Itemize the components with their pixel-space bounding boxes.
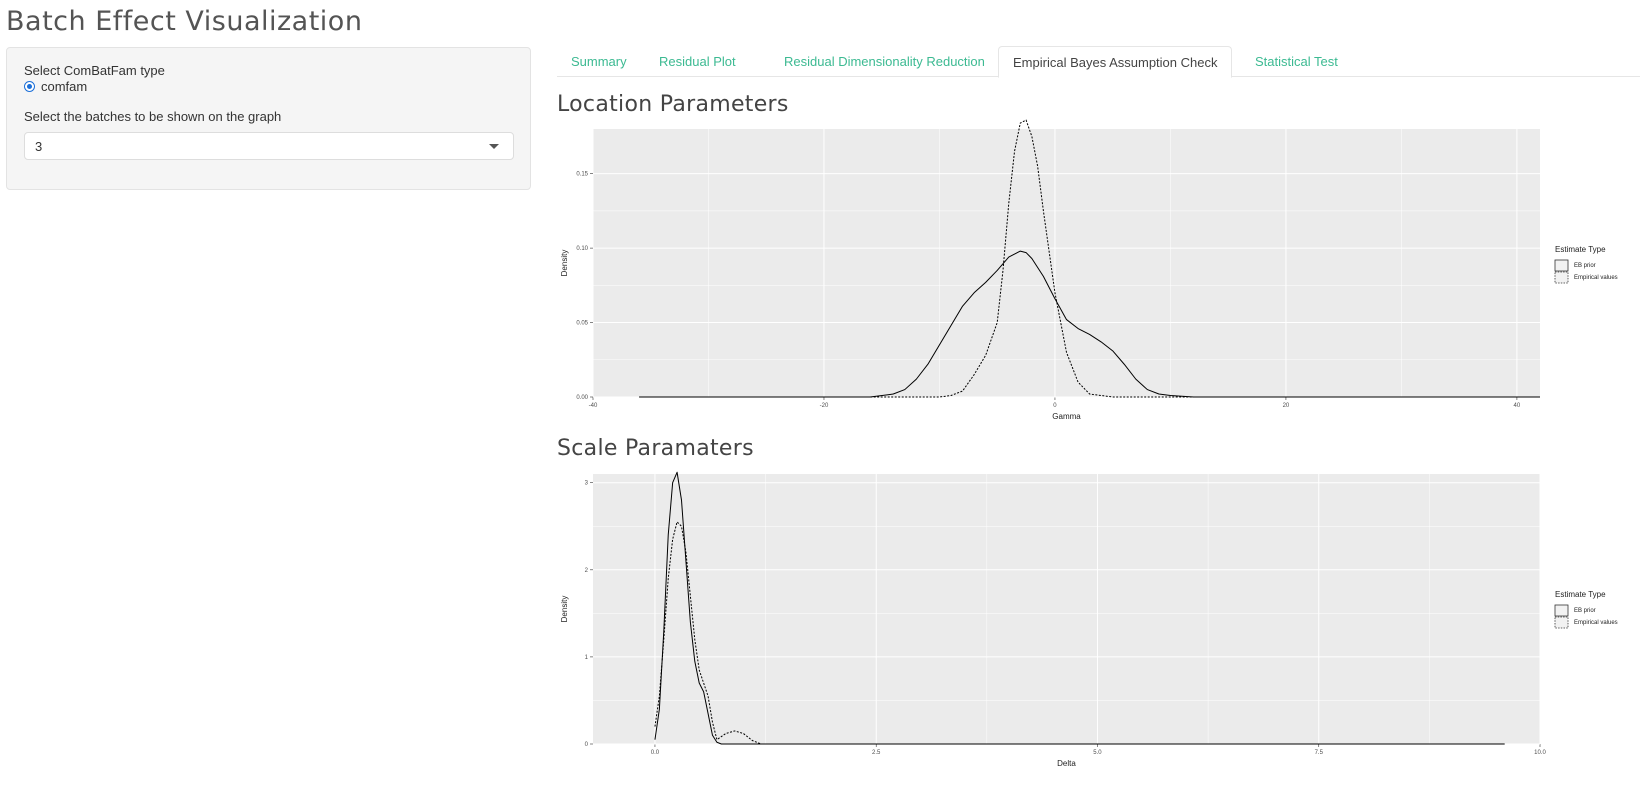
tab-residual-plot[interactable]: Residual Plot <box>659 54 736 69</box>
legend-label: EB prior <box>1574 263 1596 269</box>
y-axis-title: Density <box>560 250 569 277</box>
series-empirical-values-curve <box>654 521 1505 745</box>
legend-title: Estimate Type <box>1555 590 1606 599</box>
tab-statistical-test[interactable]: Statistical Test <box>1255 54 1338 69</box>
series-eb-prior-curve <box>654 471 1505 745</box>
legend-key-eb-prior <box>1554 604 1569 617</box>
y-tick-label: 0.10 <box>576 246 588 252</box>
legend-label: Empirical values <box>1574 275 1618 281</box>
y-tick-label: 0.00 <box>576 395 588 401</box>
x-tick-label: 2.5 <box>872 750 881 756</box>
tab-residual-dimensionality-reduction[interactable]: Residual Dimensionality Reduction <box>784 54 985 69</box>
radio-option-label: comfam <box>41 79 88 94</box>
x-tick-label: 10.0 <box>1534 750 1546 756</box>
x-axis-title: Delta <box>1057 759 1076 768</box>
y-tick-label: 0.05 <box>576 321 588 327</box>
batches-select-label: Select the batches to be shown on the gr… <box>24 109 282 124</box>
x-tick-label: -40 <box>589 403 598 409</box>
legend-label: Empirical values <box>1574 620 1618 626</box>
series-empirical-values-curve <box>639 119 1540 398</box>
scale-parameters-title: Scale Paramaters <box>557 436 754 461</box>
legend-key-empirical-values <box>1554 271 1569 284</box>
y-axis-title: Density <box>560 596 569 623</box>
legend-label: EB prior <box>1574 608 1596 614</box>
y-tick-label: 2 <box>585 568 589 574</box>
x-tick-label: 0 <box>1053 403 1057 409</box>
tab-empirical-bayes-assumption-check[interactable]: Empirical Bayes Assumption Check <box>998 46 1233 78</box>
x-tick-label: -20 <box>820 403 829 409</box>
legend-key-eb-prior <box>1554 259 1569 272</box>
y-tick-label: 3 <box>585 481 589 487</box>
y-tick-label: 1 <box>585 655 589 661</box>
caret-down-icon[interactable] <box>489 144 499 149</box>
series-eb-prior-curve <box>639 250 1540 398</box>
plot-panel <box>593 474 1540 744</box>
legend-key-empirical-values <box>1554 616 1569 629</box>
batches-select-value: 3 <box>35 139 43 154</box>
y-tick-label: 0.15 <box>576 172 588 178</box>
location-parameters-title: Location Parameters <box>557 92 789 117</box>
y-tick-label: 0 <box>585 742 589 748</box>
tab-summary[interactable]: Summary <box>571 54 627 69</box>
radio-selected-icon[interactable] <box>24 81 35 92</box>
x-tick-label: 0.0 <box>651 750 660 756</box>
combatfam-type-label: Select ComBatFam type <box>24 63 165 78</box>
app-title: Batch Effect Visualization <box>6 6 363 37</box>
tab-bar: Summary Residual Plot Residual Dimension… <box>557 46 1640 78</box>
x-tick-label: 40 <box>1514 403 1521 409</box>
sidebar-panel: Select ComBatFam type comfam Select the … <box>6 47 531 190</box>
x-tick-label: 5.0 <box>1093 750 1102 756</box>
legend-title: Estimate Type <box>1555 245 1606 254</box>
x-tick-label: 7.5 <box>1315 750 1324 756</box>
x-tick-label: 20 <box>1283 403 1290 409</box>
batches-select[interactable]: 3 <box>24 132 514 160</box>
radio-option-comfam[interactable]: comfam <box>24 79 87 94</box>
x-axis-title: Gamma <box>1052 412 1081 421</box>
